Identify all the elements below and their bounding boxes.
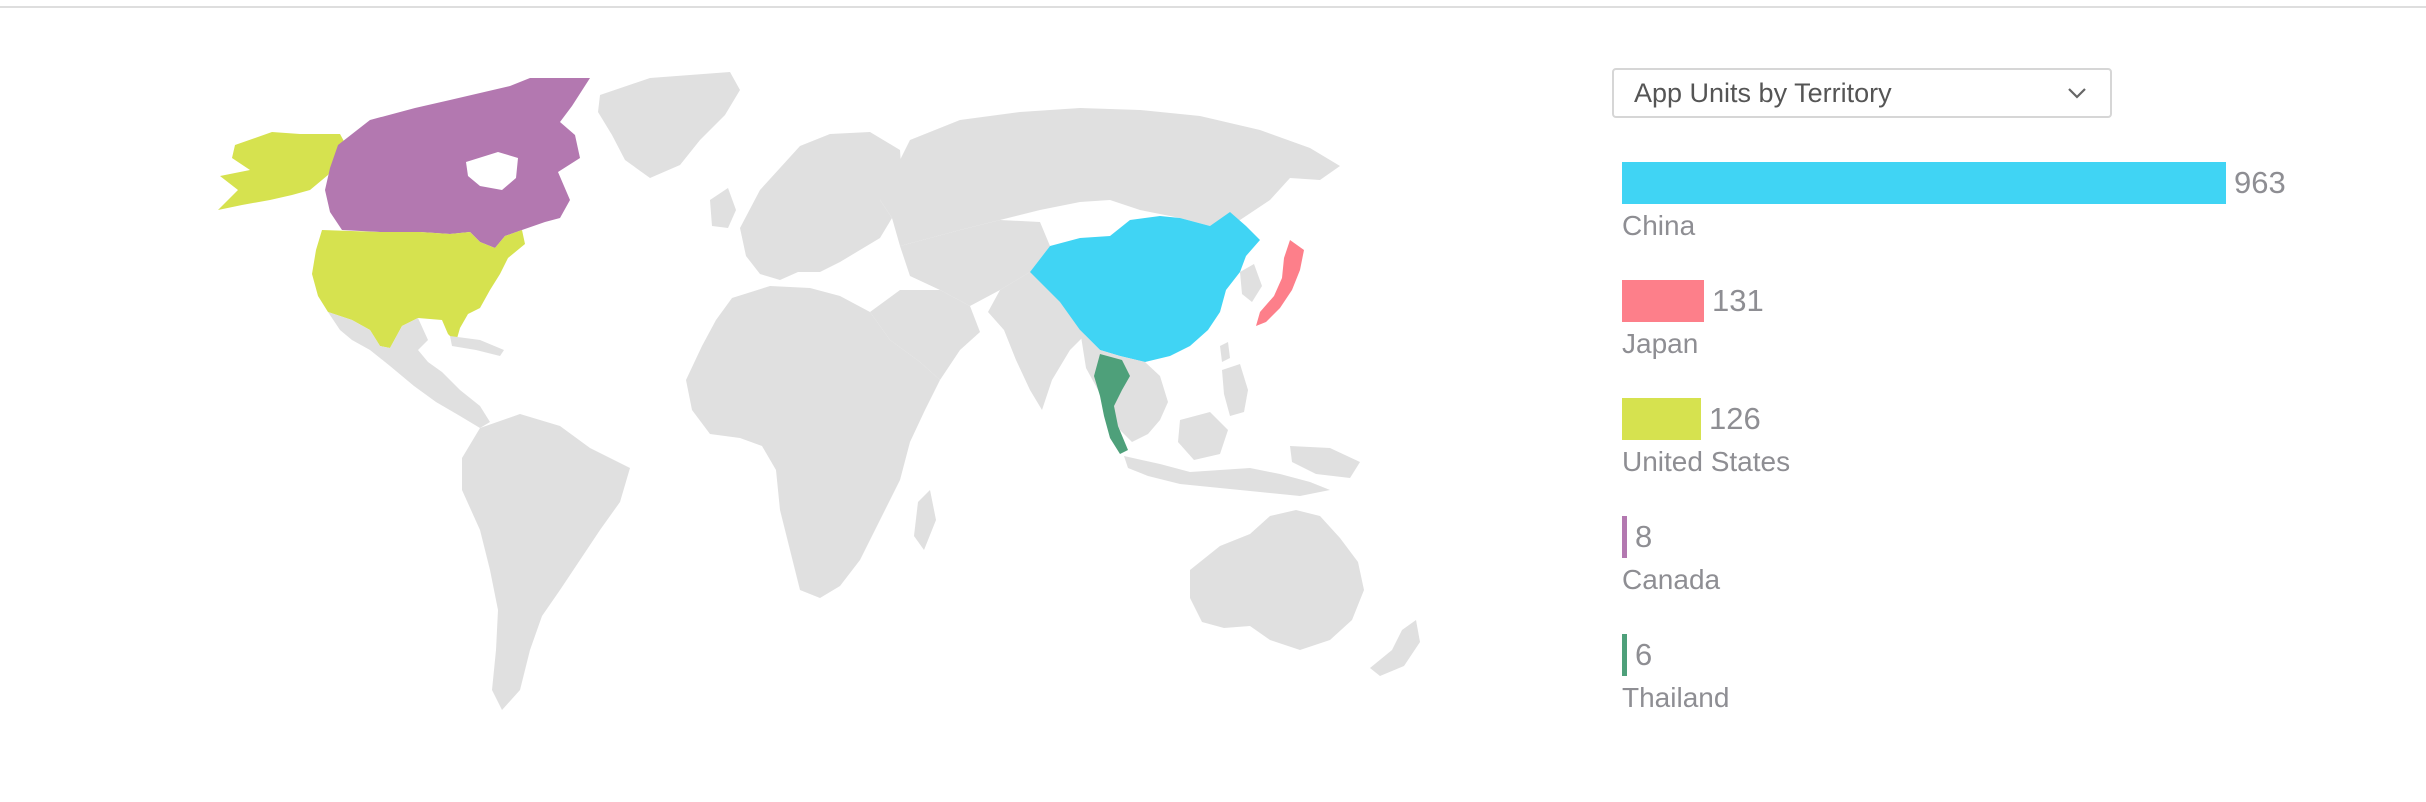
map-territory-china[interactable]	[1030, 212, 1260, 362]
territory-row[interactable]: 963 China	[1622, 162, 2322, 254]
metric-dropdown[interactable]: App Units by Territory	[1612, 68, 2112, 118]
bar-value-label: 963	[2234, 165, 2286, 200]
bar-united-states	[1622, 398, 1701, 440]
territory-bar-list: 963 China 131 Japan 126 United States 8 Canada 6…	[1622, 162, 2322, 742]
map-territory-taiwan[interactable]	[1220, 342, 1230, 362]
map-hudson-bay	[466, 152, 518, 190]
map-territory-australia[interactable]	[1190, 510, 1364, 650]
map-territory-korea[interactable]	[1240, 264, 1262, 302]
territory-row[interactable]: 131 Japan	[1622, 280, 2322, 372]
bar-thailand	[1622, 634, 1627, 676]
map-territory-philippines[interactable]	[1222, 364, 1248, 416]
map-territory-borneo[interactable]	[1178, 412, 1228, 460]
bar-canada	[1622, 516, 1627, 558]
bar-china	[1622, 162, 2226, 204]
map-territory-new-guinea[interactable]	[1290, 446, 1360, 478]
map-territory-central-asia[interactable]	[900, 220, 1050, 306]
map-territory-caribbean[interactable]	[450, 336, 504, 356]
map-territory-mexico[interactable]	[328, 312, 490, 428]
map-territory-japan[interactable]	[1256, 240, 1304, 326]
map-territory-south-america[interactable]	[462, 414, 630, 710]
territory-name-label: Canada	[1622, 564, 1721, 595]
territory-name-label: Japan	[1622, 328, 1699, 359]
map-territory-middle-east[interactable]	[870, 290, 980, 380]
map-territory-africa[interactable]	[686, 286, 940, 598]
territory-row[interactable]: 6 Thailand	[1622, 634, 2322, 726]
map-territory-canada[interactable]	[325, 78, 590, 248]
map-territory-alaska[interactable]	[218, 132, 346, 210]
map-territory-madagascar[interactable]	[914, 490, 936, 550]
territory-row[interactable]: 126 United States	[1622, 398, 2322, 490]
territory-row[interactable]: 8 Canada	[1622, 516, 2322, 608]
map-territory-new-zealand[interactable]	[1370, 620, 1420, 676]
map-territory-united-states[interactable]	[312, 230, 525, 348]
top-divider	[0, 6, 2426, 8]
territory-name-label: United States	[1622, 446, 1791, 477]
territory-name-label: China	[1622, 210, 1696, 241]
map-territory-uk[interactable]	[710, 188, 736, 228]
map-territory-europe[interactable]	[740, 132, 902, 280]
map-territory-russia[interactable]	[880, 108, 1340, 246]
world-map[interactable]	[180, 50, 1460, 740]
bar-value-label: 126	[1709, 401, 1761, 436]
bar-value-label: 131	[1712, 283, 1764, 318]
territory-name-label: Thailand	[1622, 682, 1730, 713]
bar-value-label: 6	[1635, 637, 1653, 672]
bar-japan	[1622, 280, 1704, 322]
map-territory-greenland[interactable]	[598, 72, 740, 178]
map-territory-indonesia[interactable]	[1124, 456, 1330, 496]
metric-dropdown-label: App Units by Territory	[1634, 78, 1892, 108]
bar-value-label: 8	[1635, 519, 1653, 554]
chevron-down-icon	[2068, 88, 2086, 99]
map-territory-thailand[interactable]	[1094, 354, 1130, 454]
